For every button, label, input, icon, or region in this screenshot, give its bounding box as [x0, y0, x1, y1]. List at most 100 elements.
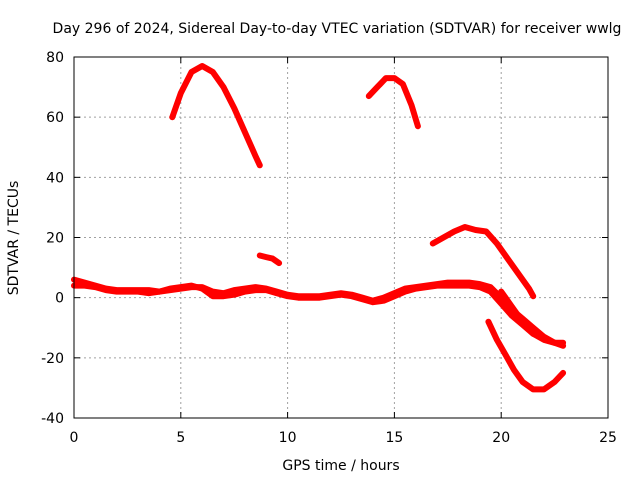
- x-tick-label: 20: [492, 430, 510, 446]
- series-line: [485, 318, 567, 393]
- data-point: [146, 290, 152, 296]
- data-point: [242, 129, 248, 135]
- x-axis-label: GPS time / hours: [282, 458, 399, 474]
- data-point: [498, 301, 504, 307]
- data-point: [413, 286, 419, 292]
- series-arc-3: [429, 224, 537, 300]
- y-tick-label: 0: [55, 291, 64, 307]
- data-point: [552, 379, 558, 385]
- data-point: [349, 293, 355, 299]
- data-point: [485, 319, 491, 325]
- data-point: [530, 293, 536, 299]
- data-point: [505, 256, 511, 262]
- y-tick-label: 60: [46, 110, 64, 126]
- x-tick-label: 25: [599, 430, 617, 446]
- data-point: [263, 287, 269, 293]
- series-main-band-a: [71, 276, 567, 349]
- grid-lines: [74, 57, 608, 418]
- data-point: [494, 337, 500, 343]
- data-point: [526, 286, 532, 292]
- series-main-band-b: [71, 282, 567, 346]
- data-point: [430, 241, 436, 246]
- data-point: [189, 69, 194, 75]
- data-point: [221, 293, 226, 299]
- data-point: [257, 162, 263, 168]
- data-point: [560, 370, 566, 376]
- data-point: [494, 241, 500, 246]
- data-point: [370, 299, 376, 305]
- data-point: [231, 292, 237, 298]
- data-point: [391, 75, 397, 81]
- data-point: [92, 284, 98, 290]
- x-tick-label: 5: [176, 430, 185, 446]
- data-point: [285, 293, 291, 299]
- data-point: [82, 283, 88, 289]
- x-tick-label: 15: [385, 430, 403, 446]
- data-point: [114, 289, 120, 295]
- data-point: [276, 260, 282, 266]
- data-point: [445, 283, 451, 289]
- data-point: [366, 93, 372, 99]
- data-point: [383, 75, 389, 81]
- data-point: [327, 293, 333, 299]
- data-point: [178, 284, 184, 290]
- data-point: [415, 123, 421, 129]
- series-late-branch-3: [498, 288, 545, 340]
- data-point: [338, 292, 344, 298]
- data-point: [503, 352, 508, 358]
- data-point: [189, 283, 194, 289]
- data-point: [124, 289, 130, 295]
- data-point: [560, 340, 566, 346]
- data-point: [515, 271, 521, 277]
- data-point: [253, 287, 259, 293]
- y-tick-label: 20: [46, 231, 64, 247]
- series-line: [169, 63, 263, 169]
- data-point: [434, 283, 440, 289]
- data-point: [530, 386, 536, 392]
- data-point: [317, 295, 323, 301]
- data-point: [530, 331, 536, 337]
- y-tick-label: 40: [46, 170, 64, 186]
- x-axis: 0 5 10 15 20 25: [70, 57, 617, 446]
- y-tick-label: -20: [41, 351, 64, 367]
- data-point: [391, 293, 397, 299]
- data-point: [263, 254, 269, 260]
- data-point: [169, 114, 175, 120]
- data-point: [306, 295, 312, 301]
- data-point: [462, 224, 468, 230]
- series-arc-2: [365, 75, 421, 130]
- series-arc-1: [169, 63, 263, 169]
- data-point: [231, 105, 237, 111]
- y-axis: -40 -20 0 20 40 60 80: [41, 50, 608, 427]
- data-point: [242, 289, 248, 295]
- data-point: [488, 289, 493, 295]
- data-point: [167, 286, 173, 292]
- data-point: [477, 284, 483, 290]
- data-point: [456, 283, 461, 289]
- data-point: [509, 304, 515, 310]
- data-point: [156, 289, 162, 295]
- data-point: [381, 298, 387, 304]
- series-short-segment: [256, 252, 283, 267]
- data-point: [178, 90, 184, 96]
- data-point: [103, 287, 109, 293]
- data-point: [541, 386, 547, 392]
- data-point: [359, 296, 365, 302]
- y-axis-label: SDTVAR / TECUs: [6, 181, 22, 296]
- data-point: [520, 379, 526, 385]
- data-point: [511, 367, 517, 373]
- y-tick-label: -40: [41, 411, 64, 427]
- data-point: [520, 319, 526, 325]
- x-tick-label: 0: [70, 430, 79, 446]
- data-point: [199, 286, 205, 292]
- data-point: [221, 84, 226, 90]
- series-line: [256, 252, 283, 267]
- data-point: [253, 153, 259, 159]
- data-point: [466, 283, 472, 289]
- data-point: [423, 284, 429, 290]
- data-point: [441, 235, 446, 240]
- data-point: [135, 289, 141, 295]
- data-point: [374, 84, 380, 90]
- data-point: [210, 69, 216, 75]
